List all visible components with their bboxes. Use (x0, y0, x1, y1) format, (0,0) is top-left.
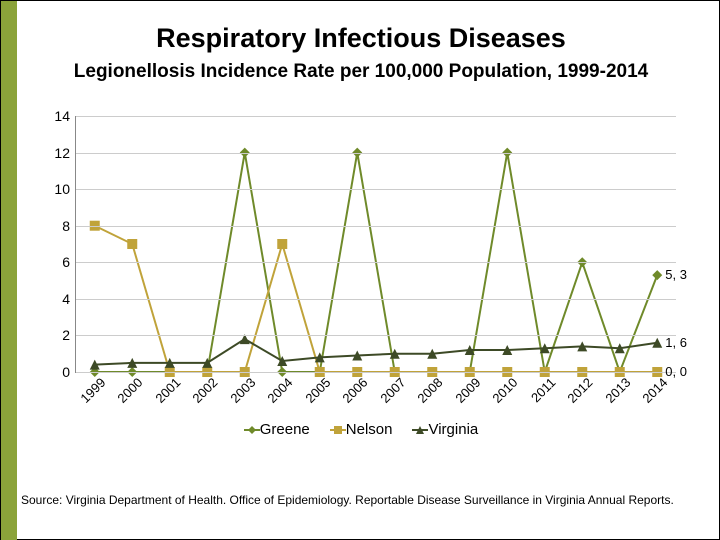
legend-label: Virginia (428, 421, 478, 438)
y-tick-label: 6 (62, 254, 70, 270)
y-tick-label: 2 (62, 327, 70, 343)
x-tick-label: 2013 (602, 375, 633, 406)
chart-subtitle: Legionellosis Incidence Rate per 100,000… (1, 61, 720, 84)
gridline (76, 153, 676, 154)
legend-item: Virginia (412, 421, 478, 438)
gridline (76, 189, 676, 190)
y-tick-label: 10 (54, 181, 70, 197)
x-tick-label: 2001 (152, 375, 183, 406)
gridline (76, 262, 676, 263)
gridline (76, 372, 676, 373)
x-tick-label: 2008 (415, 375, 446, 406)
series-line-virginia (95, 339, 658, 365)
slide: Respiratory Infectious Diseases Legionel… (0, 0, 720, 540)
x-tick-label: 2000 (115, 375, 146, 406)
page-title: Respiratory Infectious Diseases (1, 23, 720, 54)
legend-item: Greene (244, 421, 310, 438)
chart: 0246810121419992000200120022003200420052… (41, 116, 681, 446)
legend-label: Greene (260, 421, 310, 438)
y-tick-label: 4 (62, 291, 70, 307)
legend-label: Nelson (346, 421, 393, 438)
gridline (76, 335, 676, 336)
x-tick-label: 2006 (340, 375, 371, 406)
x-tick-label: 2007 (377, 375, 408, 406)
x-tick-label: 2012 (565, 375, 596, 406)
series-marker (127, 239, 137, 249)
x-tick-label: 2003 (227, 375, 258, 406)
x-tick-label: 2010 (490, 375, 521, 406)
legend-item: Nelson (330, 421, 393, 438)
end-label: 0, 0 (665, 364, 687, 379)
series-marker (652, 270, 662, 280)
x-tick-label: 2004 (265, 375, 296, 406)
source-text: Source: Virginia Department of Health. O… (21, 493, 709, 507)
y-tick-label: 14 (54, 108, 70, 124)
gridline (76, 299, 676, 300)
gridline (76, 116, 676, 117)
plot-area: 0246810121419992000200120022003200420052… (75, 116, 676, 373)
y-tick-label: 0 (62, 364, 70, 380)
chart-svg (76, 116, 676, 372)
x-tick-label: 2002 (190, 375, 221, 406)
legend: Greene Nelson Virginia (41, 421, 681, 438)
x-tick-label: 2005 (302, 375, 333, 406)
x-tick-label: 2011 (528, 375, 558, 405)
gridline (76, 226, 676, 227)
series-marker (277, 239, 287, 249)
x-tick-label: 2014 (640, 375, 671, 406)
y-tick-label: 8 (62, 218, 70, 234)
x-tick-label: 1999 (77, 375, 108, 406)
end-label: 1, 6 (665, 335, 687, 350)
end-label: 5, 3 (665, 267, 687, 282)
y-tick-label: 12 (54, 145, 70, 161)
x-tick-label: 2009 (452, 375, 483, 406)
